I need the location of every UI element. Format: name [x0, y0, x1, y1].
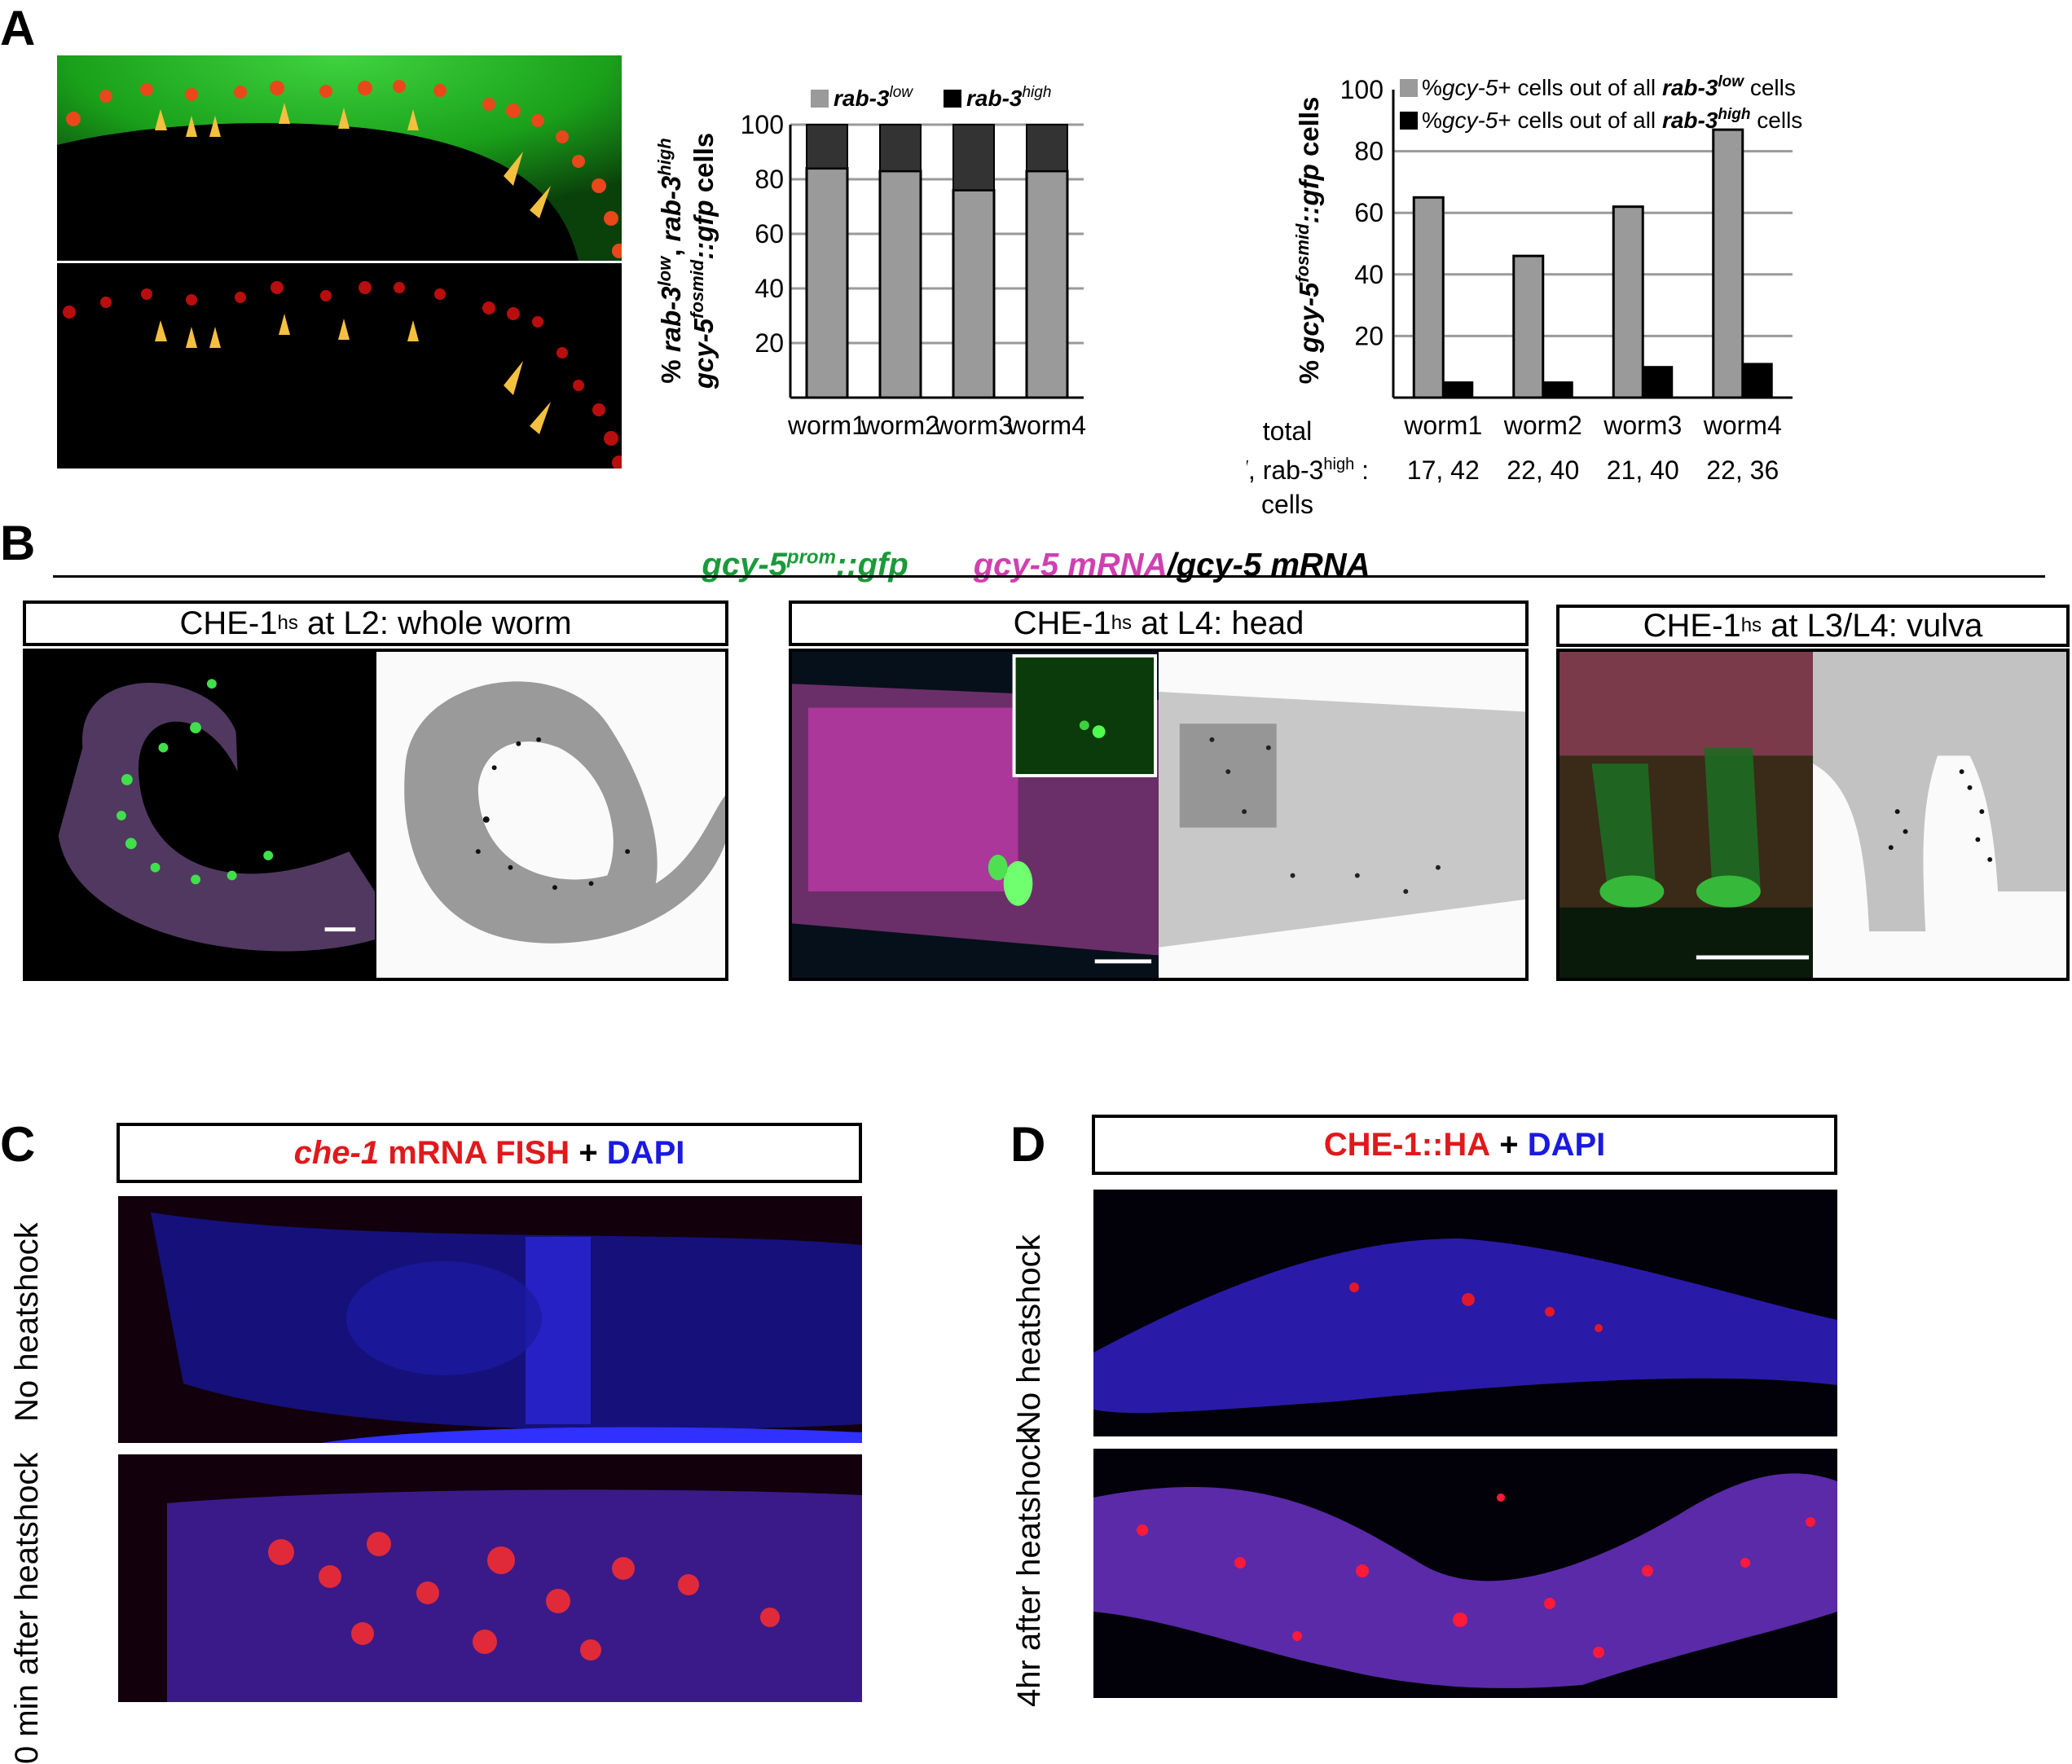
chart2-ytick-label: 60	[1354, 198, 1384, 227]
panel-b-box-head: CHE-1 hs at L4: head	[789, 600, 1529, 646]
chart2-bar-high	[1642, 366, 1674, 399]
chart1-bar-high	[1026, 124, 1068, 172]
chart2-xtick-label: worm2	[1503, 411, 1582, 440]
chart1-xtick-label: worm1	[787, 411, 866, 440]
chart1-legend-swatch-low	[811, 90, 829, 108]
chart2-totals-label-line1: total	[1263, 416, 1312, 446]
chart1-xtick-label: worm4	[1007, 411, 1086, 440]
panel-d-micrograph-no-heatshock	[1093, 1190, 1837, 1436]
chart1-ytick-label: 100	[741, 110, 784, 139]
chart1-bar-high	[952, 124, 995, 191]
chart1-bar-high	[879, 124, 922, 172]
panel-label-d: D	[1010, 1117, 1046, 1172]
chart2-bar-high	[1741, 363, 1773, 399]
panel-b-vulva-images	[1556, 649, 2070, 981]
chart1-ylabel-line1: % rab-3low, rab-3high	[654, 138, 686, 383]
chart2-total-value: 17, 42	[1407, 455, 1480, 485]
chart1-bar-low	[805, 167, 849, 399]
chart1-ytick-label: 40	[754, 274, 784, 303]
chart2-ytick-label: 20	[1354, 321, 1384, 350]
panel-b-box-vulva: CHE-1 hs at L3/L4: vulva	[1556, 605, 2070, 647]
chart2-legend-high: %gcy-5+ cells out of all rab-3high cells	[1422, 106, 1802, 133]
panel-c-row-label-1: No heatshock	[9, 1222, 45, 1422]
micrograph-a-red	[57, 263, 622, 468]
panel-label-b: B	[0, 516, 36, 570]
chart2-ylabel: % gcy-5fosmid::gfp cells	[1292, 97, 1324, 385]
chart2-bars	[1412, 128, 1773, 399]
chart2-bar-low	[1612, 205, 1644, 399]
panel-b-head-images	[789, 649, 1529, 981]
panel-d-row-label-2: 4hr after heatshock	[1011, 1427, 1047, 1707]
chart1-legend-swatch-high	[944, 90, 961, 108]
chart1-legend-low: rab-3low	[834, 84, 913, 111]
chart1-ytick-label: 80	[754, 165, 784, 194]
chart2-legend-low: %gcy-5+ cells out of all rab-3low cells	[1422, 73, 1796, 100]
chart2-ytick-label: 80	[1354, 137, 1384, 166]
chart1-ytick-label: 20	[754, 328, 784, 358]
chart1-legend-high: rab-3high	[966, 84, 1051, 111]
chart2-bar-low	[1512, 254, 1545, 399]
chart1-bar-high	[806, 124, 848, 169]
chart2-total-value: 22, 36	[1706, 455, 1779, 485]
panel-b-header-slash: /	[1167, 547, 1177, 583]
chart2-ytick-label: 100	[1340, 75, 1384, 104]
panel-b-whole-worm-images	[23, 649, 728, 981]
chart2-totals-label-line3: cells	[1261, 490, 1313, 519]
chart1-xtick-label: worm3	[934, 411, 1013, 440]
chart1-ylabel-line2: gcy-5fosmid::gfp cells	[687, 133, 719, 389]
panel-b-box-whole-worm: CHE-1 hs at L2: whole worm	[23, 600, 728, 646]
chart1-bars	[805, 124, 1069, 399]
chart2-legend-swatch-low	[1400, 79, 1418, 97]
chart1-ytick-label: 60	[754, 219, 784, 249]
panel-b-header: gcy-5prom::gfp gcy-5 mRNA/gcy-5 mRNA	[0, 538, 2072, 583]
panel-c-micrograph-no-heatshock	[118, 1196, 862, 1443]
chart2-total-value: 22, 40	[1507, 455, 1579, 485]
chart2-total-value: 21, 40	[1607, 455, 1679, 485]
chart2-xtick-label: worm4	[1703, 411, 1782, 440]
panel-d-row-label-1: No heatshock	[1011, 1234, 1047, 1434]
chart1-bar-low	[952, 188, 996, 399]
panel-label-c: C	[0, 1117, 36, 1172]
chart2-legend-swatch-high	[1400, 112, 1418, 130]
panel-c-title-box: che-1 mRNA FISH + DAPI	[117, 1123, 862, 1183]
chart1-bar-low	[878, 169, 922, 399]
chart1-bar-low	[1025, 169, 1069, 399]
panel-c-micrograph-0min	[118, 1454, 862, 1702]
chart2-ytick-label: 40	[1354, 260, 1384, 289]
chart2-totals-label-line2: rab-3low, rab-3high :	[1247, 455, 1369, 485]
chart2-xtick-label: worm3	[1603, 411, 1682, 440]
chart1-xtick-label: worm2	[860, 411, 939, 440]
chart-gcy5-fraction: 20 40 60 80 100 worm1 worm2 worm3 worm4 %gcy-5+…	[1247, 73, 1802, 519]
panel-label-a: A	[0, 1, 36, 55]
chart2-xtick-label: worm1	[1403, 411, 1482, 440]
panel-b-header-rule	[53, 575, 2045, 578]
panel-d-micrograph-4hr	[1093, 1449, 1837, 1698]
micrograph-a-merge	[57, 55, 622, 261]
chart2-bar-high	[1442, 381, 1474, 399]
chart2-bar-low	[1712, 128, 1744, 399]
chart2-bar-high	[1542, 381, 1573, 399]
panel-c-row-label-2: 0 min after heatshock	[9, 1452, 45, 1764]
chart2-bar-low	[1412, 196, 1445, 399]
panel-d-title-box: CHE-1::HA + DAPI	[1092, 1115, 1837, 1175]
